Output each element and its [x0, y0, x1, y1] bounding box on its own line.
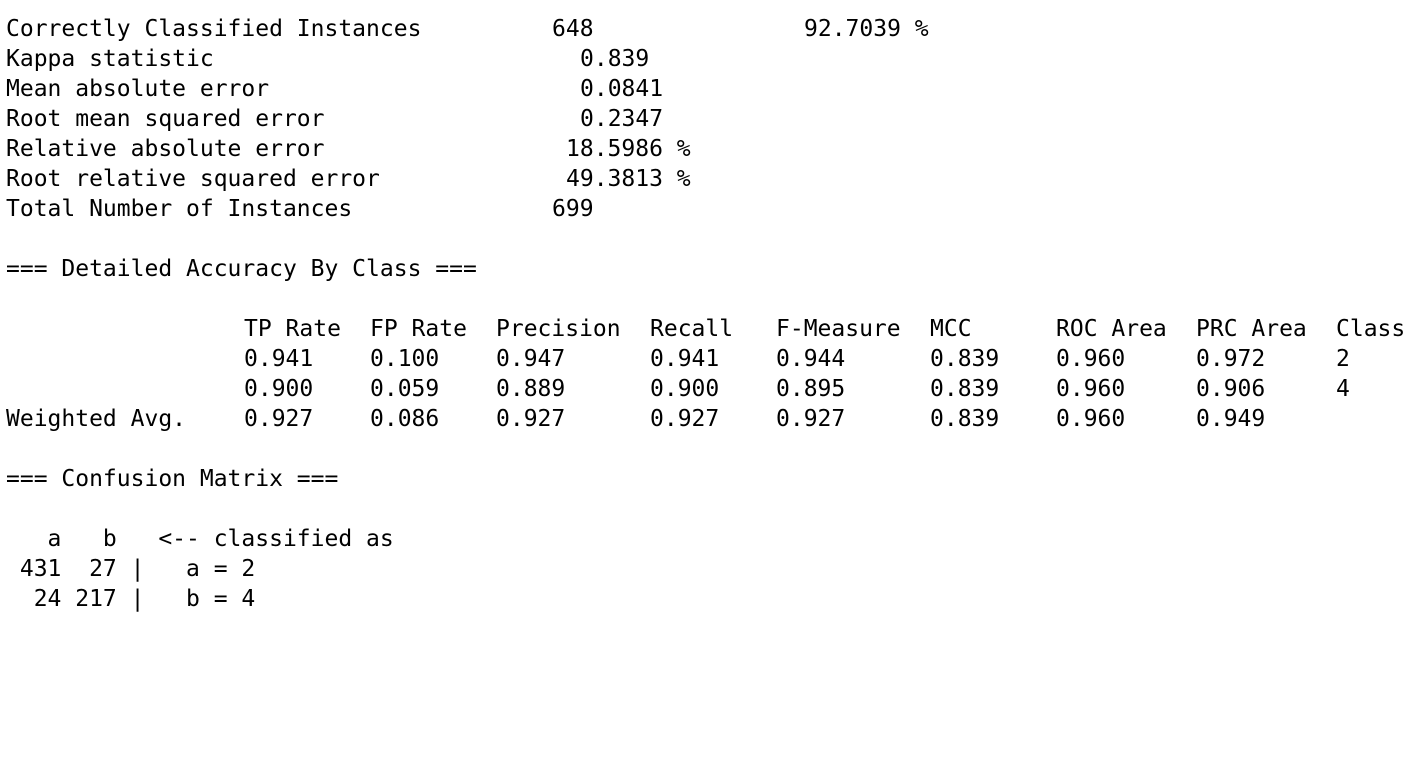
accuracy-header-row: TP Rate FP Rate Precision Recall F-Measu…	[0, 314, 1426, 344]
fp-rate-value: 0.100	[370, 346, 440, 372]
header-tp-rate: TP Rate	[244, 316, 341, 342]
accuracy-row-weighted-avg: Weighted Avg. 0.927 0.086 0.927 0.927 0.…	[0, 404, 1426, 434]
rae-label: Relative absolute error	[6, 136, 325, 162]
accuracy-title: === Detailed Accuracy By Class ===	[6, 256, 477, 282]
prc-area-value: 0.949	[1196, 406, 1266, 432]
accuracy-row-class-2: 0.941 0.100 0.947 0.941 0.944 0.839 0.96…	[0, 344, 1426, 374]
weka-classifier-output: Correctly Classified Instances 648 92.70…	[0, 14, 1426, 614]
header-roc-area: ROC Area	[1056, 316, 1167, 342]
summary-kappa-row: Kappa statistic 0.839	[0, 44, 1426, 74]
header-class: Class	[1336, 316, 1406, 342]
tp-rate-value: 0.900	[244, 376, 314, 402]
kappa-label: Kappa statistic	[6, 46, 214, 72]
class-value: 2	[1336, 346, 1350, 372]
confusion-row: 431 27 | a = 2	[6, 556, 256, 582]
header-fp-rate: FP Rate	[370, 316, 467, 342]
header-prc-area: PRC Area	[1196, 316, 1307, 342]
summary-rae-row: Relative absolute error 18.5986 %	[0, 134, 1426, 164]
mcc-value: 0.839	[930, 376, 1000, 402]
prc-area-value: 0.906	[1196, 376, 1266, 402]
summary-rrse-row: Root relative squared error 49.3813 %	[0, 164, 1426, 194]
rrse-value: 49.3813 %	[566, 166, 691, 192]
tp-rate-value: 0.941	[244, 346, 314, 372]
mcc-value: 0.839	[930, 346, 1000, 372]
summary-mae-row: Mean absolute error 0.0841	[0, 74, 1426, 104]
roc-area-value: 0.960	[1056, 376, 1126, 402]
correct-count: 648	[552, 16, 594, 42]
rmse-label: Root mean squared error	[6, 106, 325, 132]
recall-value: 0.927	[650, 406, 720, 432]
summary-correct-row: Correctly Classified Instances 648 92.70…	[0, 14, 1426, 44]
accuracy-section-title: === Detailed Accuracy By Class ===	[0, 254, 1426, 284]
confusion-row-a: 431 27 | a = 2	[0, 554, 1426, 584]
total-label: Total Number of Instances	[6, 196, 353, 222]
kappa-value: 0.839	[580, 46, 650, 72]
header-mcc: MCC	[930, 316, 972, 342]
row-label: Weighted Avg.	[6, 406, 187, 432]
recall-value: 0.900	[650, 376, 720, 402]
header-recall: Recall	[650, 316, 734, 342]
confusion-title: === Confusion Matrix ===	[6, 466, 339, 492]
fp-rate-value: 0.059	[370, 376, 440, 402]
accuracy-row-class-4: 0.900 0.059 0.889 0.900 0.895 0.839 0.96…	[0, 374, 1426, 404]
f-measure-value: 0.944	[776, 346, 846, 372]
recall-value: 0.941	[650, 346, 720, 372]
f-measure-value: 0.927	[776, 406, 846, 432]
confusion-header-row: a b <-- classified as	[0, 524, 1426, 554]
rmse-value: 0.2347	[580, 106, 664, 132]
mae-value: 0.0841	[580, 76, 664, 102]
tp-rate-value: 0.927	[244, 406, 314, 432]
rae-value: 18.5986 %	[566, 136, 691, 162]
precision-value: 0.947	[496, 346, 566, 372]
header-f-measure: F-Measure	[776, 316, 901, 342]
confusion-row: 24 217 | b = 4	[6, 586, 256, 612]
roc-area-value: 0.960	[1056, 406, 1126, 432]
mcc-value: 0.839	[930, 406, 1000, 432]
precision-value: 0.927	[496, 406, 566, 432]
confusion-section-title: === Confusion Matrix ===	[0, 464, 1426, 494]
summary-total-row: Total Number of Instances 699	[0, 194, 1426, 224]
fp-rate-value: 0.086	[370, 406, 440, 432]
class-value: 4	[1336, 376, 1350, 402]
summary-rmse-row: Root mean squared error 0.2347	[0, 104, 1426, 134]
total-value: 699	[552, 196, 594, 222]
f-measure-value: 0.895	[776, 376, 846, 402]
confusion-header: a b <-- classified as	[6, 526, 394, 552]
rrse-label: Root relative squared error	[6, 166, 380, 192]
prc-area-value: 0.972	[1196, 346, 1266, 372]
header-precision: Precision	[496, 316, 621, 342]
correct-label: Correctly Classified Instances	[6, 16, 422, 42]
correct-pct: 92.7039 %	[804, 16, 929, 42]
mae-label: Mean absolute error	[6, 76, 270, 102]
confusion-row-b: 24 217 | b = 4	[0, 584, 1426, 614]
roc-area-value: 0.960	[1056, 346, 1126, 372]
precision-value: 0.889	[496, 376, 566, 402]
